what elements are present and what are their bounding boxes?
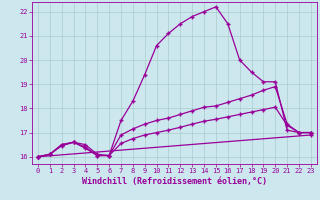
X-axis label: Windchill (Refroidissement éolien,°C): Windchill (Refroidissement éolien,°C) [82, 177, 267, 186]
